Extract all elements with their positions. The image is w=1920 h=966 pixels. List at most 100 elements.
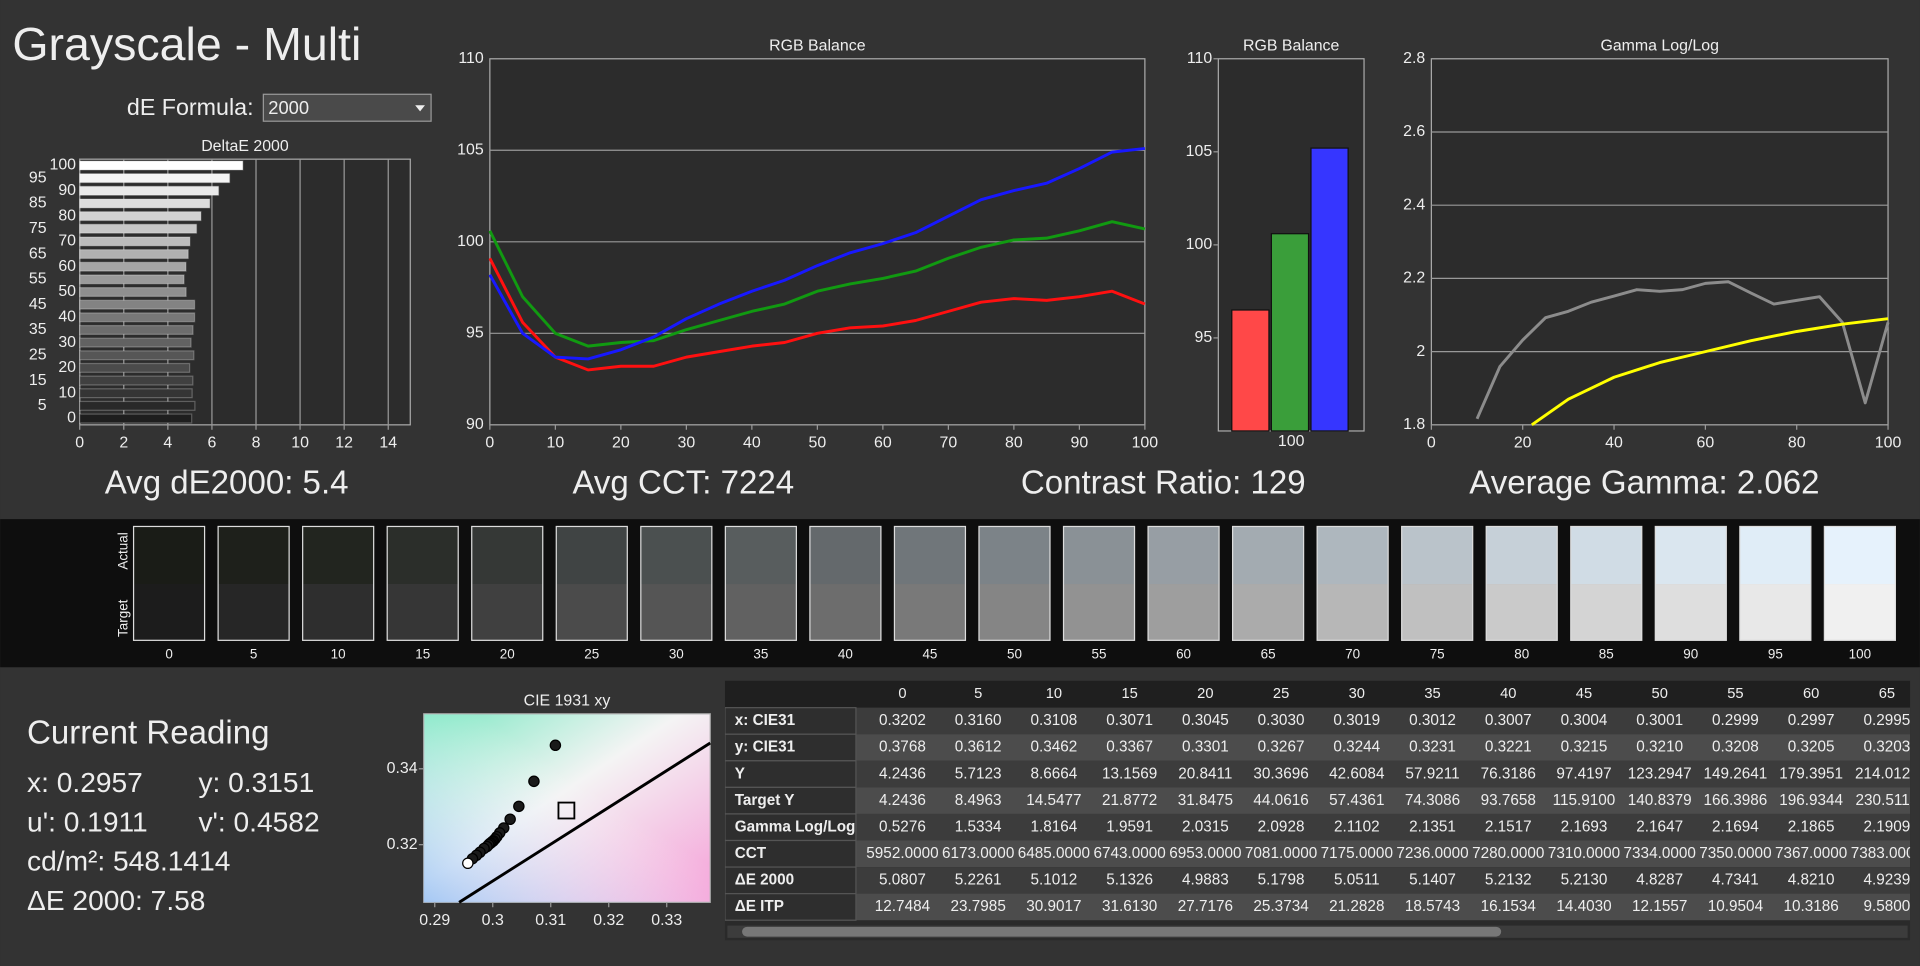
table-cell: 0.3221: [1485, 739, 1532, 756]
y-tick-label: 95: [29, 169, 47, 186]
table-cell: 7175.0000: [1321, 845, 1393, 862]
table-cell: 2.1647: [1636, 818, 1683, 835]
row-label: y: CIE31: [735, 739, 796, 756]
bar: [79, 261, 187, 272]
swatch-target: [894, 584, 966, 641]
series-line: [488, 147, 1146, 361]
table-cell: 4.2436: [879, 765, 926, 782]
swatch-label: 10: [331, 647, 346, 662]
row-bg: [724, 760, 1911, 788]
column-header: 60: [1803, 686, 1819, 702]
y-tick-label: 105: [1186, 143, 1213, 160]
column-header: 25: [1273, 686, 1289, 702]
column-header: 45: [1576, 686, 1592, 702]
table-cell: 25.3734: [1253, 898, 1309, 915]
swatch-actual: [1317, 526, 1389, 585]
table-cell: 6953.0000: [1169, 845, 1241, 862]
swatch-label: 70: [1345, 647, 1360, 662]
swatch-actual: [387, 526, 459, 585]
y-tick-label: 35: [29, 321, 47, 338]
swatch-border: [640, 525, 713, 641]
table-cell: 30.9017: [1026, 898, 1081, 915]
measured-point: [513, 800, 525, 813]
y-tick-label: 1.8: [1403, 416, 1425, 433]
table-cell: 0.2997: [1788, 712, 1835, 729]
table-cell: 0.2995: [1863, 712, 1910, 729]
table-cell: 2.1693: [1561, 818, 1608, 835]
table-cell: 5.0511: [1334, 872, 1380, 889]
table-cell: 30.3696: [1253, 765, 1308, 782]
table-cell: 6173.0000: [942, 845, 1014, 862]
bar: [79, 299, 196, 310]
scrollbar[interactable]: [727, 925, 1908, 938]
swatch-target: [133, 584, 205, 641]
bar: [79, 211, 202, 222]
series-line: [1530, 317, 1889, 427]
row-label: Y: [735, 765, 745, 782]
swatch-label: 5: [250, 647, 257, 662]
x-tick-label: 0.3: [482, 912, 504, 929]
table-cell: 0.3612: [955, 739, 1002, 756]
chart-title: CIE 1931 xy: [524, 693, 611, 710]
table-cell: 0.3071: [1106, 712, 1153, 729]
table-cell: 57.9211: [1405, 765, 1459, 782]
table-cell: 31.6130: [1102, 898, 1157, 915]
measured-point: [462, 857, 474, 870]
y-tick-label: 100: [49, 157, 76, 174]
y-tick-label: 45: [29, 296, 47, 313]
series-line: [488, 257, 1146, 372]
column-header: 35: [1424, 686, 1440, 702]
swatch-label: 0: [165, 647, 172, 662]
swatch-target: [1317, 584, 1389, 641]
row-label: ΔE 2000: [735, 872, 794, 889]
y-tick-label: 0.32: [387, 836, 418, 853]
bar: [79, 173, 231, 184]
x-tick-label: 0.29: [419, 912, 450, 929]
select-arrow[interactable]: [415, 105, 425, 112]
y-tick-label: 15: [29, 372, 47, 389]
table-cell: 4.9883: [1182, 872, 1229, 889]
y-tick-label: 2.6: [1403, 123, 1425, 140]
x-tick-label: 0: [1427, 434, 1436, 451]
swatch-actual: [894, 526, 966, 585]
swatch-target: [1655, 584, 1727, 641]
y-tick-label: 2.4: [1403, 196, 1425, 213]
swatch-target: [1063, 584, 1135, 641]
swatch-target: [725, 584, 797, 641]
table-cell: 42.6084: [1329, 765, 1385, 782]
formula-select[interactable]: 2000: [262, 93, 432, 122]
swatch-actual: [556, 526, 628, 585]
table-cell: 0.3030: [1258, 712, 1305, 729]
x-tick-label: 80: [1005, 434, 1023, 451]
series-line: [488, 220, 1146, 348]
table-cell: 0.3160: [955, 712, 1002, 729]
table-cell: 196.9344: [1779, 792, 1843, 809]
row-label-bg: [724, 839, 857, 868]
swatch-border: [809, 525, 882, 641]
row-label: Target Y: [735, 792, 795, 809]
x-tick-label: 20: [1514, 434, 1532, 451]
page-title: Grayscale - Multi: [12, 18, 361, 70]
row-label-bg: [724, 707, 857, 735]
bar: [79, 223, 198, 234]
table-cell: 0.3215: [1561, 739, 1608, 756]
swatch-target: [1148, 584, 1220, 641]
scroll-thumb[interactable]: [742, 926, 1502, 937]
swatch-label: 85: [1599, 647, 1614, 662]
select-box[interactable]: [262, 93, 432, 122]
y-tick-label: 85: [29, 195, 47, 212]
x-tick-label: 80: [1788, 434, 1806, 451]
table-cell: 10.9504: [1708, 898, 1764, 915]
x-tick-label: 8: [252, 434, 261, 451]
swatch-target: [302, 584, 374, 641]
locus-line: [458, 741, 712, 904]
swatch-border: [1739, 525, 1812, 641]
select-value[interactable]: 2000: [268, 97, 309, 118]
x-tick-label: 50: [809, 434, 827, 451]
table-cell: 5.1798: [1258, 872, 1305, 889]
table-cell: 0.3231: [1409, 739, 1456, 756]
table-cell: 149.2641: [1704, 765, 1768, 782]
table-cell: 12.7484: [875, 898, 931, 915]
bar: [79, 350, 195, 361]
table-cell: 8.4963: [955, 792, 1002, 809]
